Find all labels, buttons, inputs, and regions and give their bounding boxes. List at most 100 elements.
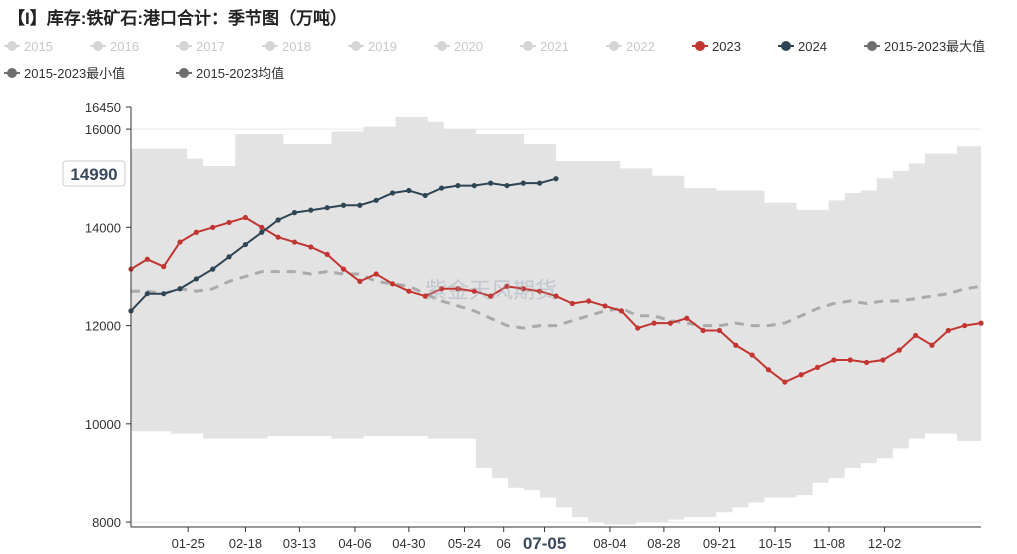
data-point [144, 256, 150, 262]
legend-item-2015-2023[interactable]: 2015-2023均值 [176, 66, 284, 81]
data-point [847, 357, 853, 363]
data-point [259, 224, 265, 230]
data-point [471, 182, 477, 189]
data-point [242, 241, 249, 248]
legend-dot-icon [7, 41, 17, 51]
data-point [962, 322, 968, 329]
x-tick-label: 08-28 [647, 536, 680, 551]
legend-dot-icon [351, 41, 361, 51]
data-point [324, 205, 330, 211]
legend-item-2019[interactable]: 2019 [348, 39, 397, 54]
y-tick-label: 8000 [92, 515, 121, 530]
data-point [389, 281, 396, 287]
legend-item-2018[interactable]: 2018 [262, 39, 311, 54]
data-point [569, 300, 575, 307]
data-point [193, 229, 199, 235]
legend-label: 2022 [626, 39, 655, 54]
data-point [782, 379, 788, 385]
y-tick-label: 10000 [85, 417, 121, 432]
data-point [798, 372, 804, 378]
x-tick-label: 05-24 [448, 536, 481, 551]
data-point [438, 286, 445, 292]
data-point [161, 291, 167, 297]
x-tick-label: 01-25 [172, 536, 205, 551]
legend-item-2020[interactable]: 2020 [434, 39, 483, 54]
data-point [520, 180, 526, 186]
data-point [373, 271, 379, 277]
data-point [340, 266, 347, 272]
x-tick-label: 02-18 [229, 536, 262, 551]
legend-item-2017[interactable]: 2017 [176, 39, 225, 54]
data-point [618, 308, 624, 314]
data-point [553, 176, 559, 182]
data-point [749, 352, 755, 358]
data-point [259, 229, 265, 235]
legend-label: 2023 [712, 39, 741, 54]
data-point [275, 217, 281, 223]
legend[interactable]: 2015 2016 2017 2018 2019 2020 2021 2022 2023 2024… [4, 39, 985, 81]
data-point [193, 276, 199, 282]
pointer-label-value: 14990 [70, 165, 117, 184]
series-2024 [128, 176, 559, 314]
min-max-band [131, 116, 981, 525]
x-tick-label: 11-08 [813, 536, 845, 551]
data-point [537, 288, 543, 294]
data-point [308, 207, 314, 213]
data-point [144, 291, 150, 297]
axes: 16450 16000 14000 12000 10000 8000 01-25 02-18 0… [85, 100, 981, 553]
legend-label: 2024 [798, 39, 827, 54]
pointer-label-box [62, 160, 126, 187]
legend-item-2023[interactable]: 2023 [692, 39, 741, 54]
series-2015-2023 [131, 270, 982, 330]
data-point [651, 320, 657, 326]
legend-item-2022[interactable]: 2022 [606, 39, 655, 54]
data-point [504, 182, 510, 189]
data-point [913, 332, 919, 339]
data-point [831, 357, 837, 363]
data-point [520, 286, 526, 292]
data-point [700, 327, 706, 334]
data-point [406, 187, 412, 194]
x-tick-label: 10-15 [758, 536, 791, 551]
legend-item-2015[interactable]: 2015 [4, 39, 53, 54]
data-point [177, 286, 183, 292]
legend-item-2015-2023[interactable]: 2015-2023最大值 [864, 39, 985, 54]
legend-item-2021[interactable]: 2021 [520, 39, 569, 54]
x-tick-label: 07-05 [523, 534, 566, 553]
legend-label: 2017 [196, 39, 225, 54]
legend-item-2016[interactable]: 2016 [90, 39, 139, 54]
legend-item-2015-2023[interactable]: 2015-2023最小值 [4, 66, 125, 81]
series-layer [128, 176, 984, 385]
data-point [422, 192, 428, 199]
data-point [863, 359, 870, 366]
data-point [373, 197, 379, 203]
legend-label: 2018 [282, 39, 311, 54]
data-point [471, 288, 477, 294]
y-tick-label: 12000 [85, 319, 121, 334]
y-tick-label: 16450 [85, 100, 121, 115]
legend-dot-icon [609, 41, 619, 51]
data-point [765, 367, 772, 373]
data-point [291, 239, 298, 245]
legend-item-2024[interactable]: 2024 [778, 39, 827, 54]
data-point [438, 185, 445, 191]
data-point [210, 224, 216, 230]
legend-dot-icon [179, 41, 189, 51]
legend-label: 2020 [454, 39, 483, 54]
data-point [422, 293, 428, 299]
data-point [488, 293, 494, 299]
x-tick-label: 08-04 [593, 536, 626, 551]
data-point [488, 180, 494, 186]
legend-label: 2015-2023最大值 [884, 39, 985, 54]
data-point [389, 190, 396, 196]
data-point [667, 320, 674, 326]
data-point [684, 315, 690, 321]
data-point [880, 357, 886, 363]
y-tick-label: 14000 [85, 220, 121, 235]
x-tick-label: 04-06 [338, 536, 371, 551]
data-point [275, 234, 281, 240]
data-point [324, 251, 330, 257]
data-point [455, 286, 461, 292]
data-point [226, 219, 232, 226]
